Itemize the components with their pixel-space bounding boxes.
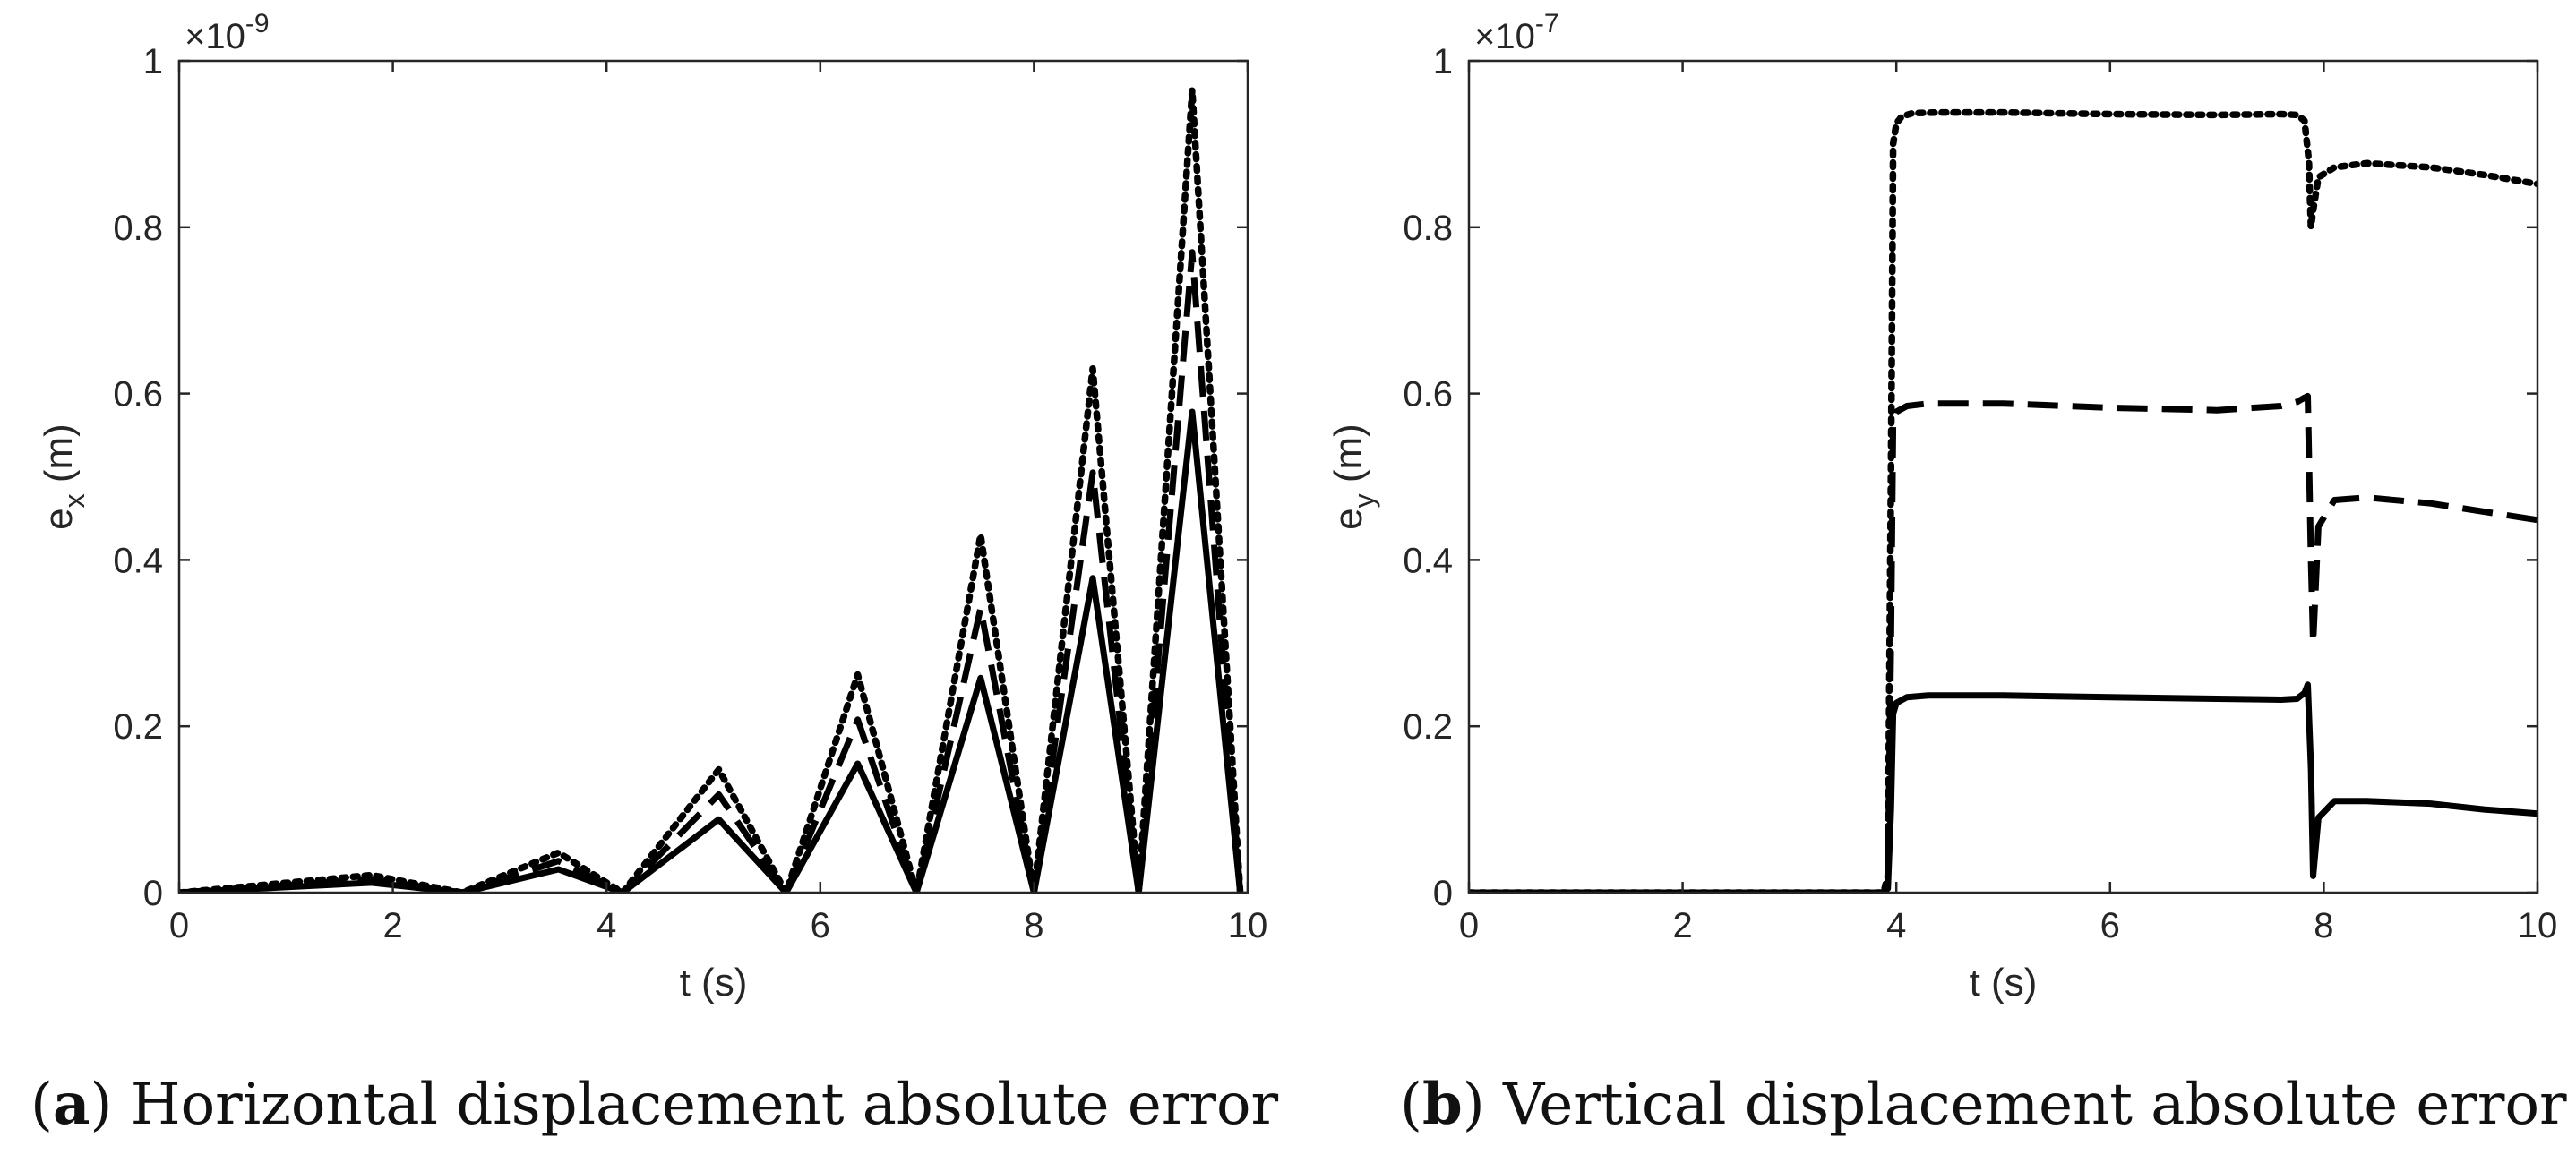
x-axis-label: t (s) — [1970, 961, 2038, 1005]
axis-exponent-label: ×10-9 — [185, 9, 270, 56]
series-group — [1469, 108, 2537, 893]
y-tick-label: 0.2 — [113, 707, 163, 747]
y-tick-label: 0.6 — [113, 375, 163, 415]
panel-caption: (b) Vertical displacement absolute error — [1400, 1071, 2567, 1138]
panel-b: 0 2 4 6 8 10 0 0.2 0.4 0.6 0.8 1 ×10-7 t (s) ey (m) (b)… — [1327, 9, 2567, 1138]
x-tick-label: 2 — [1672, 906, 1692, 945]
y-axis-label: ey (m) — [1327, 423, 1380, 530]
y-tick-label: 1 — [143, 42, 163, 81]
y-tick-label: 0.6 — [1403, 375, 1453, 415]
y-tick-label: 0.4 — [113, 541, 163, 580]
x-tick-label: 0 — [1459, 906, 1479, 945]
x-tick-label: 4 — [597, 906, 616, 945]
x-tick-label: 0 — [169, 906, 189, 945]
x-tick-label: 10 — [2518, 906, 2558, 945]
axis-exponent-label: ×10-7 — [1474, 9, 1559, 56]
y-axis-label: ex (m) — [37, 423, 90, 530]
y-tick-label: 0.8 — [1403, 209, 1453, 248]
series-line-dotted — [179, 86, 1244, 893]
axes-box — [177, 59, 1249, 894]
y-tick-label: 0 — [143, 874, 163, 913]
series-line-dotted — [1469, 108, 2537, 893]
axes-box — [1467, 59, 2539, 894]
panel-caption: (a) Horizontal displacement absolute err… — [30, 1071, 1278, 1138]
panel-a: 0 2 4 6 8 10 0 0.2 0.4 0.6 0.8 1 ×10-9 t (s) ex (m) (a)… — [30, 9, 1278, 1138]
series-line-dashed — [1469, 392, 2537, 893]
y-tick-label: 1 — [1433, 42, 1453, 81]
series-group — [179, 86, 1244, 893]
series-line-dashed — [179, 249, 1244, 893]
x-tick-label: 6 — [811, 906, 830, 945]
y-tick-label: 0.4 — [1403, 541, 1453, 580]
y-tick-label: 0 — [1433, 874, 1453, 913]
x-tick-label: 2 — [382, 906, 402, 945]
x-tick-label: 10 — [1228, 906, 1268, 945]
y-tick-label: 0.8 — [113, 209, 163, 248]
x-tick-label: 8 — [2314, 906, 2333, 945]
x-tick-label: 4 — [1886, 906, 1906, 945]
y-tick-label: 0.2 — [1403, 707, 1453, 747]
x-tick-label: 6 — [2100, 906, 2120, 945]
x-tick-label: 8 — [1024, 906, 1043, 945]
x-axis-label: t (s) — [680, 961, 748, 1005]
series-line-solid — [1469, 681, 2537, 893]
